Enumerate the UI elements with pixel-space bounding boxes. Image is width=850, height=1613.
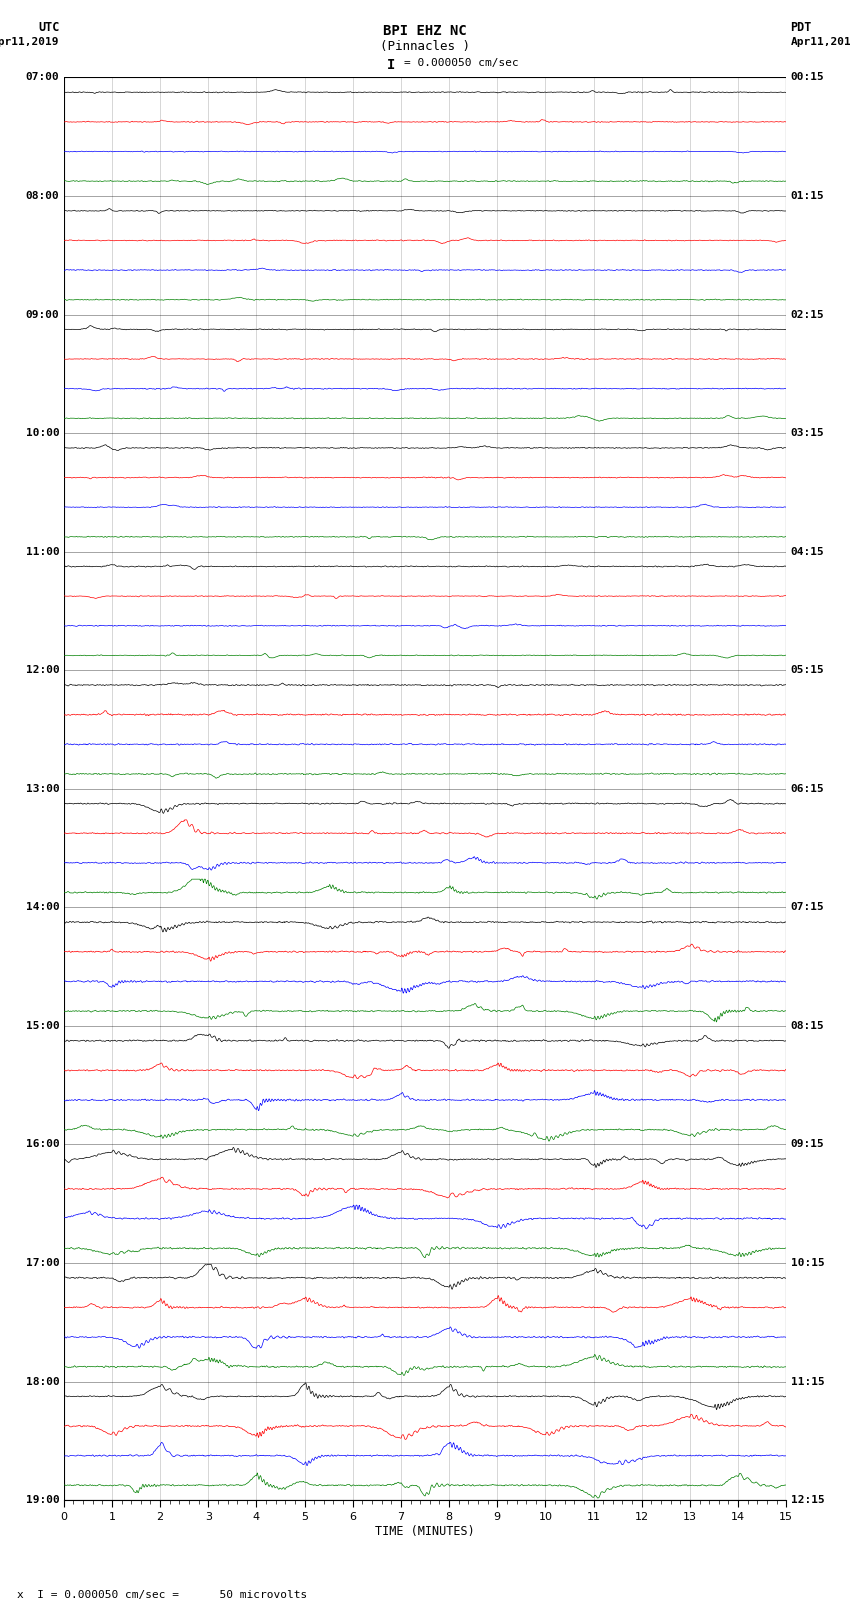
Text: 14:00: 14:00: [26, 902, 60, 913]
Text: 07:00: 07:00: [26, 73, 60, 82]
Text: 16:00: 16:00: [26, 1139, 60, 1150]
Text: 19:00: 19:00: [26, 1495, 60, 1505]
Text: 04:15: 04:15: [790, 547, 824, 556]
Text: BPI EHZ NC: BPI EHZ NC: [383, 24, 467, 39]
Text: PDT: PDT: [790, 21, 812, 34]
Text: 06:15: 06:15: [790, 784, 824, 794]
Text: 10:00: 10:00: [26, 427, 60, 439]
Text: 17:00: 17:00: [26, 1258, 60, 1268]
Text: 18:00: 18:00: [26, 1376, 60, 1387]
Text: 08:15: 08:15: [790, 1021, 824, 1031]
Text: 02:15: 02:15: [790, 310, 824, 319]
Text: 10:15: 10:15: [790, 1258, 824, 1268]
Text: 08:00: 08:00: [26, 190, 60, 202]
Text: 12:15: 12:15: [790, 1495, 824, 1505]
Text: 03:15: 03:15: [790, 427, 824, 439]
Text: (Pinnacles ): (Pinnacles ): [380, 40, 470, 53]
Text: x  I = 0.000050 cm/sec =      50 microvolts: x I = 0.000050 cm/sec = 50 microvolts: [17, 1590, 307, 1600]
Text: 09:00: 09:00: [26, 310, 60, 319]
Text: 15:00: 15:00: [26, 1021, 60, 1031]
Text: 11:00: 11:00: [26, 547, 60, 556]
Text: UTC: UTC: [38, 21, 60, 34]
Text: 00:15: 00:15: [790, 73, 824, 82]
Text: 01:15: 01:15: [790, 190, 824, 202]
Text: 13:00: 13:00: [26, 784, 60, 794]
Text: 05:15: 05:15: [790, 665, 824, 676]
Text: I: I: [387, 58, 395, 73]
Text: = 0.000050 cm/sec: = 0.000050 cm/sec: [404, 58, 518, 68]
Text: Apr11,2019: Apr11,2019: [790, 37, 850, 47]
Text: 12:00: 12:00: [26, 665, 60, 676]
Text: 07:15: 07:15: [790, 902, 824, 913]
X-axis label: TIME (MINUTES): TIME (MINUTES): [375, 1524, 475, 1537]
Text: 11:15: 11:15: [790, 1376, 824, 1387]
Text: Apr11,2019: Apr11,2019: [0, 37, 60, 47]
Text: 09:15: 09:15: [790, 1139, 824, 1150]
